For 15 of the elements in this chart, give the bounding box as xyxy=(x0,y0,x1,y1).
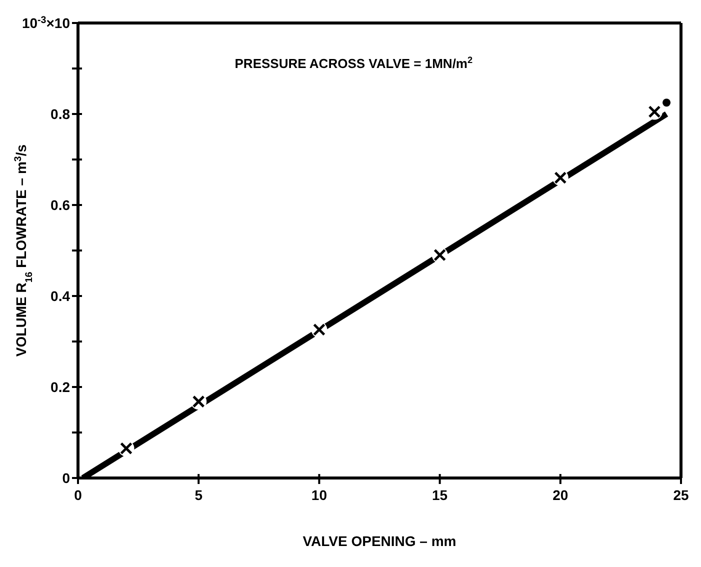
x-axis-title: VALVE OPENING – mm xyxy=(302,533,456,549)
x-tick-label: 25 xyxy=(673,487,689,503)
x-tick-label: 10 xyxy=(311,487,328,503)
x-tick-label: 0 xyxy=(74,487,82,503)
y-tick-label: 10$^{-3}$×10 xyxy=(22,14,70,31)
y-tick-label: 0.2 xyxy=(50,379,70,395)
annotation: PRESSURE ACROSS VALVE = 1MN/m$^{2}$ xyxy=(234,55,473,71)
x-tick-label: 20 xyxy=(552,487,568,503)
y-tick-label: 0.6 xyxy=(50,197,70,213)
y-tick-label: 0.8 xyxy=(50,106,70,122)
x-tick-label: 5 xyxy=(194,487,203,503)
point xyxy=(662,98,671,107)
y-tick-label: 0 xyxy=(62,470,70,486)
x-tick-label: 15 xyxy=(432,487,448,503)
y-tick-label: 0.4 xyxy=(50,288,70,304)
